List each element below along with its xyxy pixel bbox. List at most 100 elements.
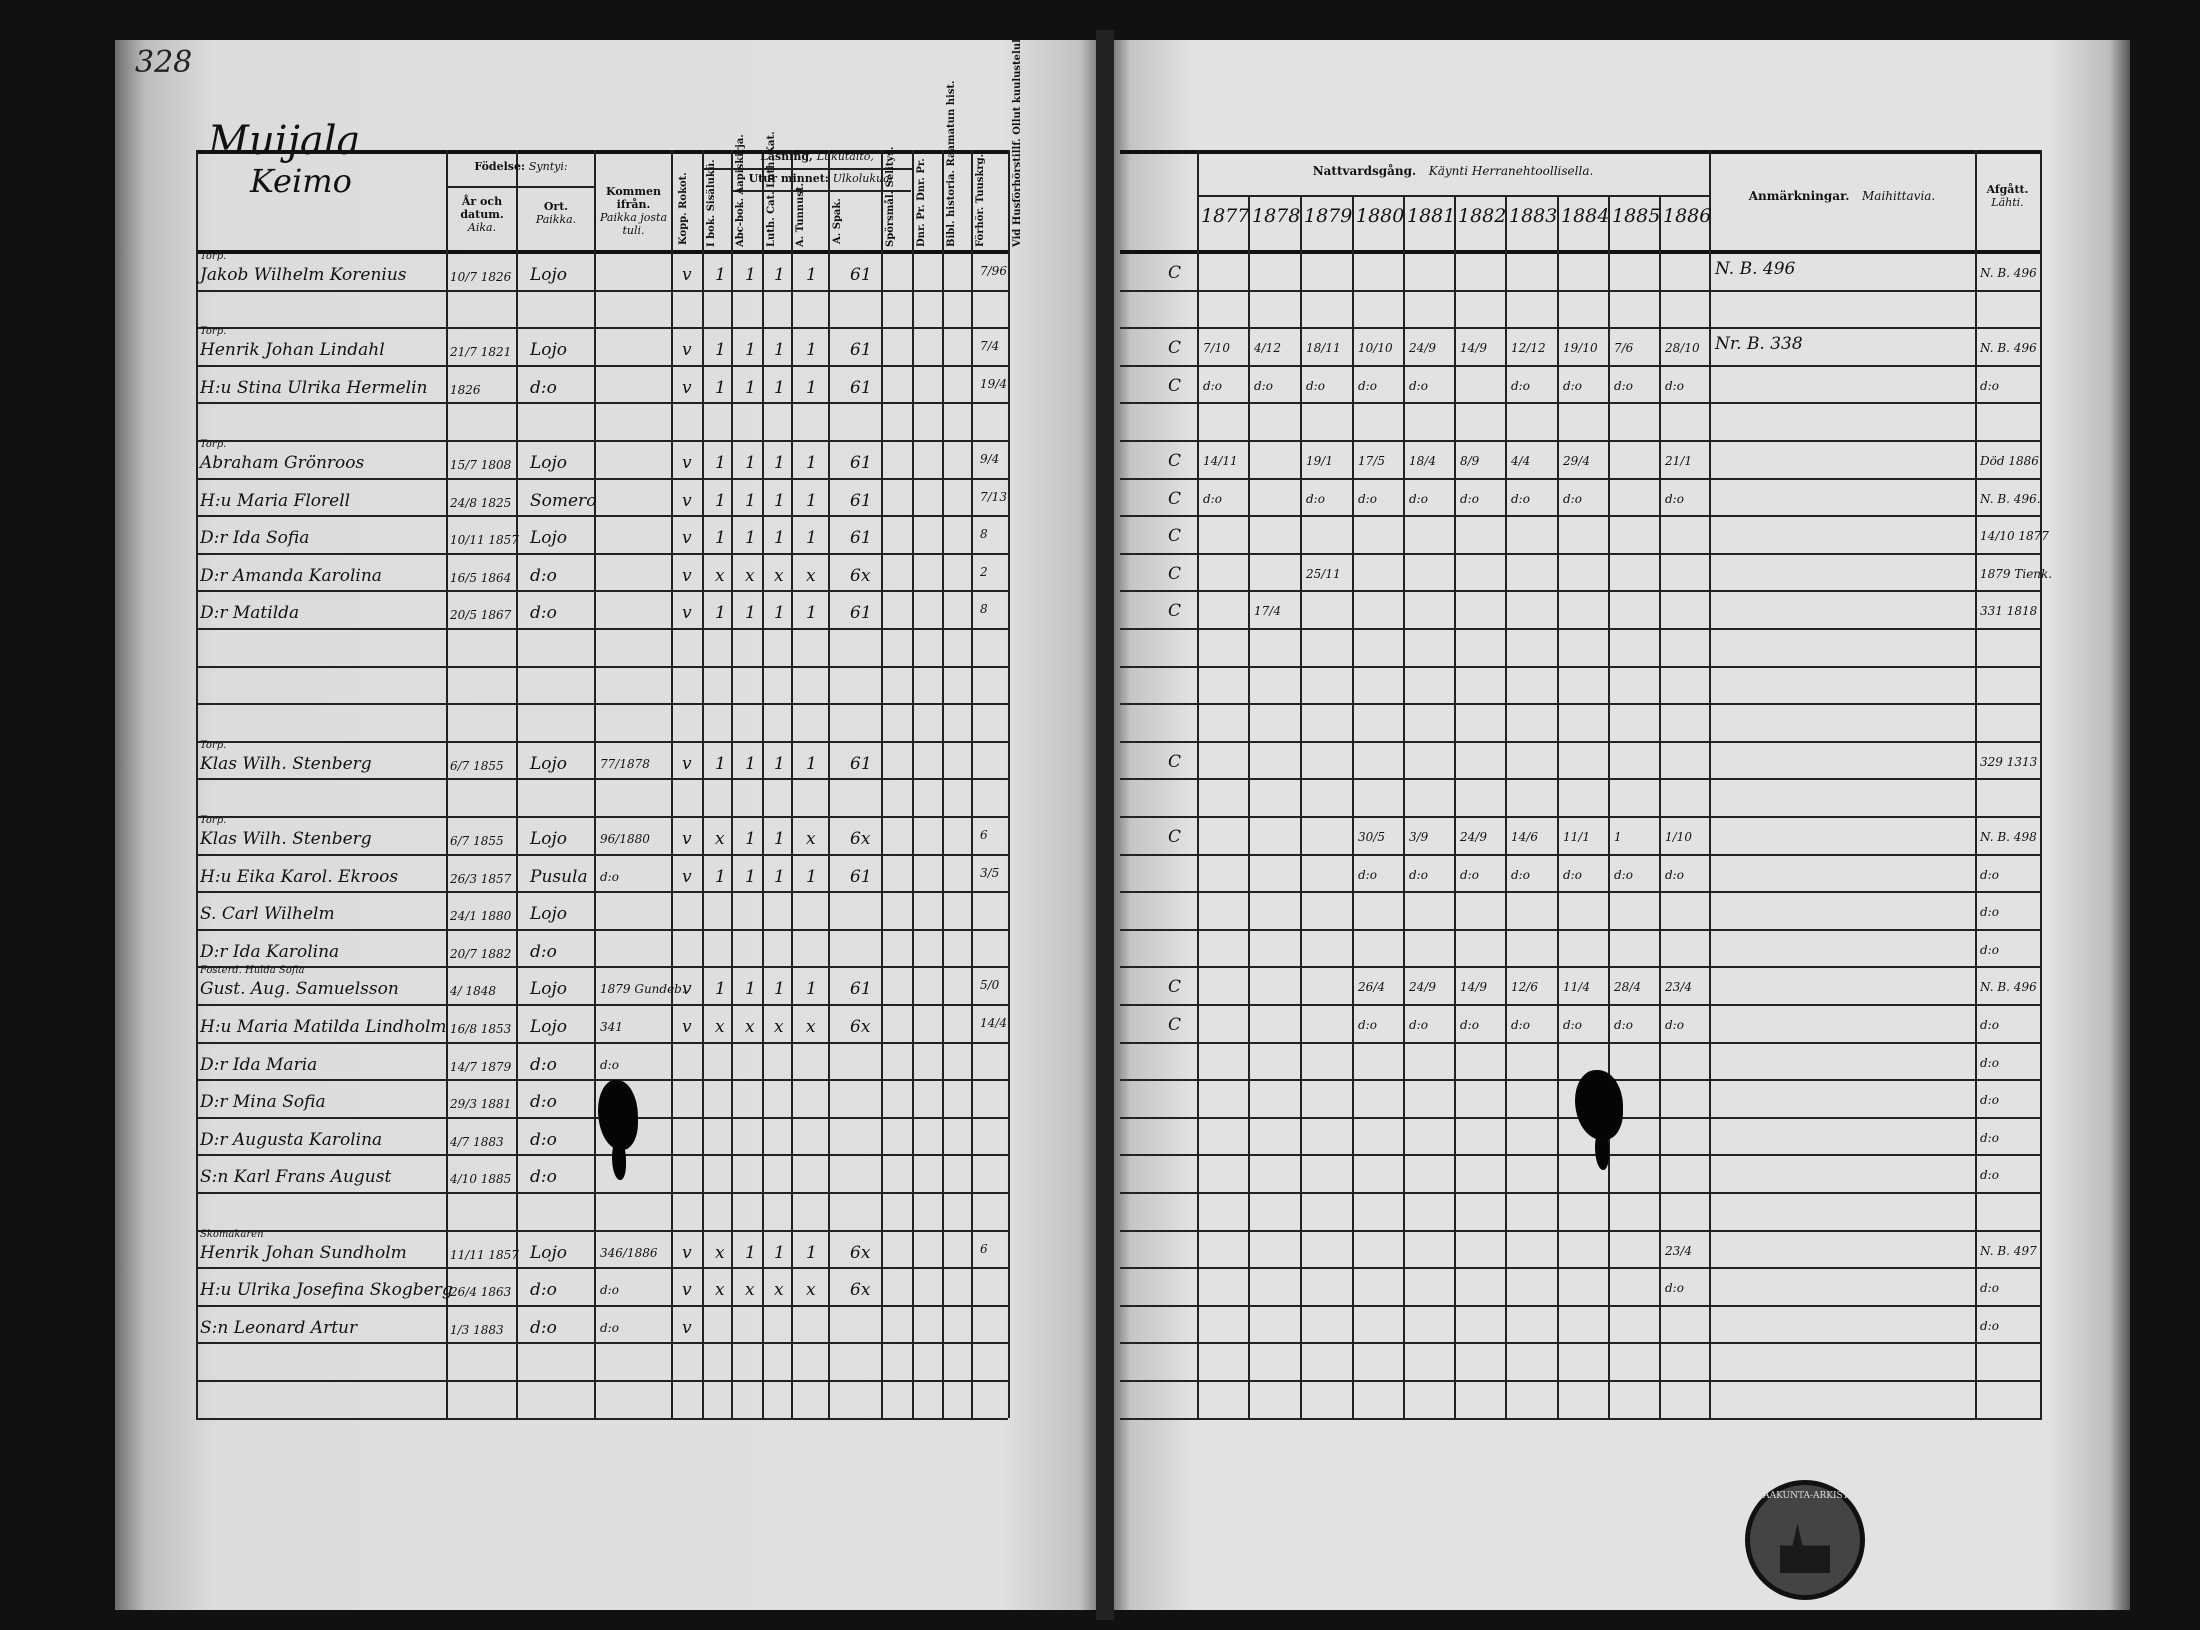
birth-date: 29/3 1881 [450, 1097, 512, 1112]
column-rule [702, 150, 704, 1418]
came-from: d:o [600, 1320, 619, 1335]
header-year-1886: 1886 [1663, 205, 1712, 227]
person-name: D:r Ida Karolina [200, 941, 340, 962]
row-rule [196, 477, 1008, 480]
person-name: Jakob Wilhelm Korenius [200, 265, 407, 285]
examination-note: 5/0 [980, 978, 1000, 993]
came-from: 341 [600, 1020, 623, 1034]
column-rule [1454, 195, 1456, 1418]
communion-mark: C [1168, 601, 1182, 622]
column-rule [1608, 195, 1610, 1418]
communion-date-1879: 25/11 [1306, 566, 1341, 581]
communion-date-1884: 11/1 [1563, 830, 1590, 844]
column-rule [828, 150, 830, 1418]
reading-mark: 1 [806, 265, 817, 285]
communion-date-1880: 10/10 [1358, 341, 1393, 356]
departed: 331 1818 [1980, 604, 2038, 619]
departed: 1879 Tienk. [1980, 566, 2053, 581]
header-vaccinated: Kopp. Rokot. [678, 172, 689, 245]
birth-date: 4/10 1885 [450, 1172, 512, 1187]
header-year-1882: 1882 [1458, 205, 1507, 227]
examination-note: 7/96 [980, 264, 1007, 278]
communion-date-1886: 21/1 [1665, 454, 1692, 468]
person-name: D:r Augusta Karolina [200, 1129, 383, 1150]
header-year-1881: 1881 [1407, 205, 1456, 227]
row-rule [196, 590, 1008, 593]
reading-mark: v [682, 753, 692, 774]
communion-mark: C [1168, 263, 1182, 283]
reading-mark: 1 [774, 377, 785, 398]
column-rule [1403, 195, 1405, 1418]
ink-blot [1595, 1130, 1609, 1170]
communion-date-1881: 24/9 [1409, 341, 1436, 356]
departed: N. B. 496 [1980, 341, 2037, 356]
reading-mark: 1 [774, 453, 785, 473]
column-rule [446, 150, 448, 1418]
row-rule [1120, 402, 2042, 405]
row-rule [1120, 853, 2042, 856]
departed: N. B. 498 [1980, 830, 2037, 844]
birth-place: Lojo [530, 265, 568, 285]
communion-date-1885: 28/4 [1614, 980, 1641, 995]
row-rule [196, 928, 1008, 931]
person-name: H:u Eika Karol. Ekroos [200, 866, 399, 887]
column-rule [196, 150, 198, 1418]
row-rule [196, 703, 1008, 706]
reading-mark: 1 [715, 603, 726, 624]
row-rule [196, 515, 1008, 518]
communion-date-1881: d:o [1409, 1018, 1428, 1032]
row-rule [1120, 364, 2042, 367]
communion-date-1879: d:o [1306, 378, 1325, 393]
departed: N. B. 496. [1980, 491, 2041, 506]
birth-place: Pusula [530, 866, 588, 887]
examination-note: 7/4 [980, 339, 1000, 354]
row-rule [1120, 515, 2042, 518]
reading-score: 61 [850, 753, 872, 774]
reading-mark: x [715, 1017, 725, 1037]
row-rule [196, 289, 1008, 292]
communion-date-1880: d:o [1358, 378, 1377, 393]
reading-mark: 1 [715, 490, 726, 511]
header-year-1884: 1884 [1561, 205, 1610, 227]
birth-place: d:o [530, 603, 557, 624]
reading-mark: 1 [745, 603, 756, 624]
reading-mark: x [806, 1280, 816, 1301]
remark: Nr. B. 338 [1715, 334, 1803, 355]
person-name: Abraham Grönroos [200, 453, 365, 473]
birth-place: d:o [530, 1129, 557, 1150]
row-rule [1120, 1267, 2042, 1270]
row-rule [1120, 1004, 2042, 1006]
reading-mark: 1 [715, 453, 726, 473]
header-place-fi: Paikka. [535, 213, 577, 226]
row-rule [196, 402, 1008, 405]
header-by-heart-fi: Ulkolukua: [832, 172, 894, 185]
row-rule [1120, 440, 2042, 442]
communion-mark: C [1168, 1015, 1182, 1035]
row-rule [196, 1004, 1008, 1006]
came-from: d:o [600, 869, 619, 884]
reading-score: 61 [850, 603, 872, 624]
header-year-1883: 1883 [1509, 205, 1558, 227]
birth-place: d:o [530, 941, 557, 962]
communion-date-1882: d:o [1460, 491, 1479, 506]
reading-mark: 1 [774, 979, 785, 1000]
reading-score: 61 [850, 265, 872, 285]
departed: d:o [1980, 1168, 1999, 1183]
communion-date-1878: 4/12 [1254, 341, 1281, 356]
column-rule [912, 150, 914, 1418]
communion-date-1883: d:o [1511, 491, 1530, 506]
birth-date: 26/3 1857 [450, 871, 512, 886]
row-rule [1120, 816, 2042, 818]
column-rule [594, 150, 596, 1418]
person-name: D:r Ida Maria [200, 1054, 318, 1075]
person-name: D:r Mina Sofia [200, 1092, 326, 1113]
column-rule [1659, 195, 1661, 1418]
communion-date-1882: 14/9 [1460, 980, 1487, 995]
communion-date-1881: d:o [1409, 867, 1428, 882]
communion-date-1880: d:o [1358, 491, 1377, 506]
reading-mark: v [682, 829, 692, 849]
reading-score: 61 [850, 340, 872, 361]
examination-note: 9/4 [980, 452, 1000, 466]
communion-date-1880: d:o [1358, 867, 1377, 882]
birth-place: d:o [530, 1317, 557, 1338]
